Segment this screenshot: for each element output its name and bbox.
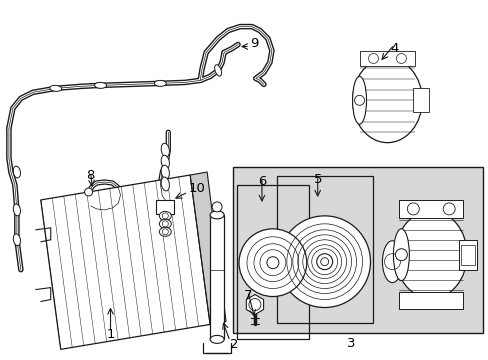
Circle shape	[248, 298, 261, 310]
Ellipse shape	[352, 76, 366, 124]
Ellipse shape	[161, 143, 169, 157]
Ellipse shape	[13, 166, 20, 178]
Polygon shape	[246, 294, 263, 315]
Circle shape	[278, 216, 370, 307]
Text: 7: 7	[243, 289, 252, 302]
Ellipse shape	[159, 211, 171, 220]
Bar	[156, 200, 174, 214]
Circle shape	[266, 257, 278, 269]
Circle shape	[316, 254, 332, 270]
Ellipse shape	[159, 219, 171, 228]
Ellipse shape	[210, 211, 224, 219]
Ellipse shape	[94, 82, 106, 88]
Circle shape	[212, 202, 222, 212]
Circle shape	[442, 203, 454, 215]
Ellipse shape	[395, 211, 466, 298]
Ellipse shape	[13, 234, 20, 246]
Ellipse shape	[154, 80, 166, 86]
Ellipse shape	[13, 204, 20, 216]
Text: 8: 8	[86, 169, 95, 182]
Text: 6: 6	[257, 175, 265, 188]
Ellipse shape	[50, 85, 61, 91]
Text: 1: 1	[106, 328, 115, 341]
Circle shape	[354, 95, 364, 105]
Text: 2: 2	[229, 338, 238, 351]
Circle shape	[395, 249, 407, 261]
Ellipse shape	[161, 177, 169, 191]
Bar	[399, 292, 462, 310]
Bar	[210, 215, 224, 339]
Bar	[276, 176, 372, 323]
Circle shape	[162, 213, 168, 219]
Text: 5: 5	[313, 173, 321, 186]
Circle shape	[396, 54, 406, 63]
Bar	[359, 50, 414, 67]
Bar	[412, 88, 428, 112]
Bar	[399, 200, 462, 218]
Bar	[460, 245, 474, 265]
Ellipse shape	[382, 241, 402, 283]
Circle shape	[239, 229, 306, 297]
Circle shape	[162, 229, 168, 235]
Polygon shape	[41, 175, 210, 349]
Text: 4: 4	[389, 41, 398, 54]
Bar	[233, 167, 482, 333]
Text: 10: 10	[188, 183, 204, 195]
Ellipse shape	[159, 227, 171, 236]
Polygon shape	[190, 172, 225, 324]
Ellipse shape	[393, 229, 408, 280]
Circle shape	[368, 54, 378, 63]
Ellipse shape	[210, 336, 224, 343]
Circle shape	[320, 258, 328, 266]
Circle shape	[407, 203, 419, 215]
Text: 3: 3	[346, 337, 355, 350]
Bar	[458, 240, 476, 270]
Bar	[237, 185, 308, 339]
Ellipse shape	[214, 65, 221, 76]
Ellipse shape	[161, 165, 169, 179]
Ellipse shape	[352, 58, 422, 143]
Circle shape	[84, 188, 92, 196]
Ellipse shape	[161, 155, 169, 169]
Circle shape	[162, 221, 168, 227]
Text: 9: 9	[249, 37, 258, 50]
